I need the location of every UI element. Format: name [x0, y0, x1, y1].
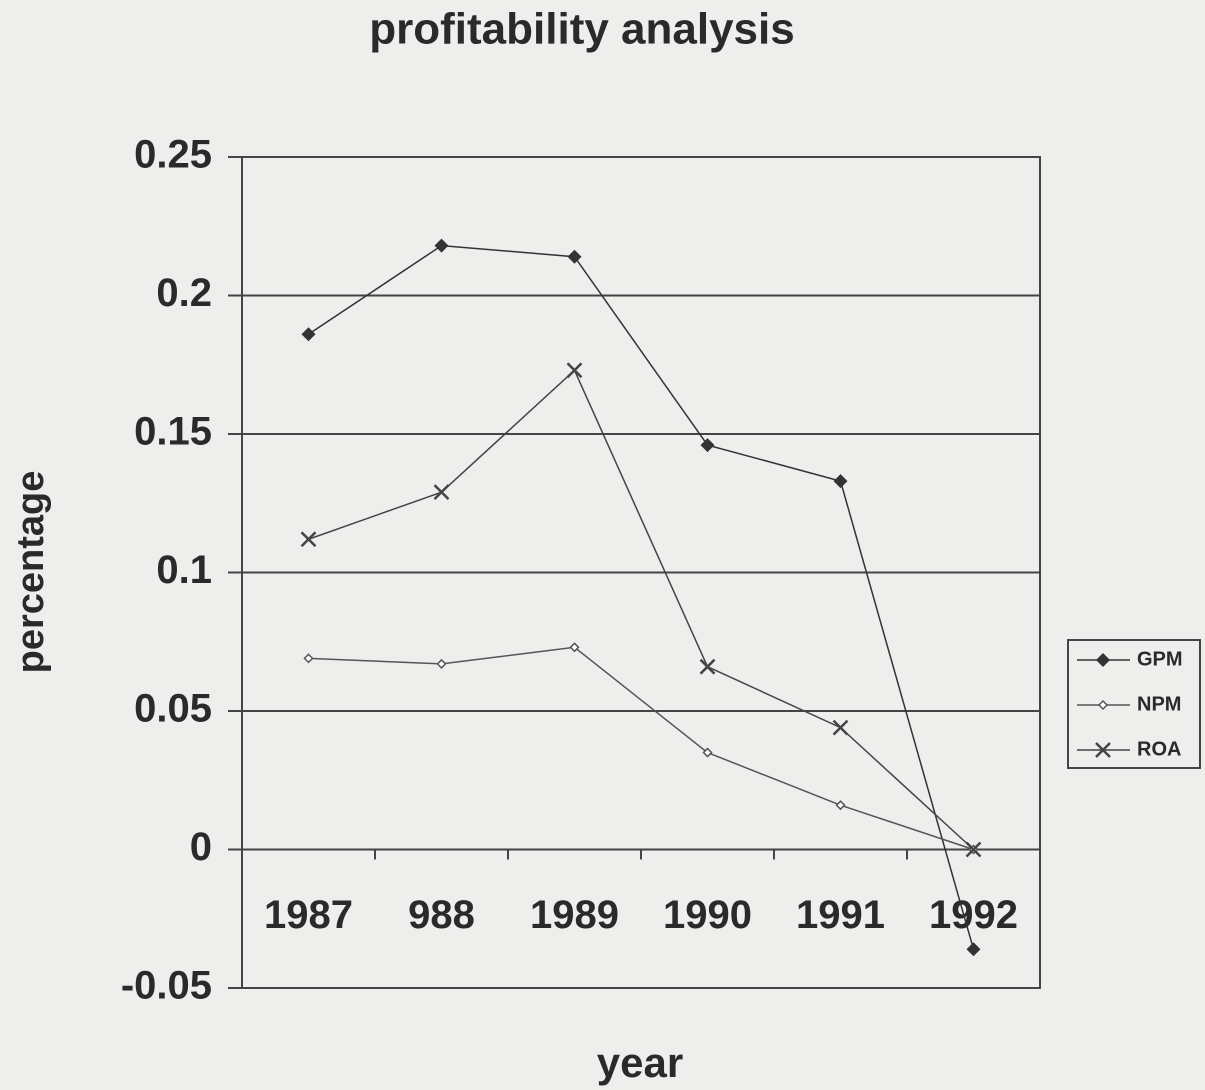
legend-label: NPM [1137, 693, 1181, 715]
series-line [308, 646, 974, 851]
legend-label: GPM [1137, 648, 1183, 670]
point [301, 327, 316, 342]
y-tick-label: 0.2 [156, 271, 212, 315]
x-axis-label: year [597, 1039, 683, 1086]
series-line [308, 244, 975, 950]
legend-marker [1095, 742, 1111, 758]
x-tick-label: 1991 [796, 893, 885, 937]
legend-marker [1096, 653, 1110, 667]
x-tick-label: 1989 [530, 893, 619, 937]
point [966, 942, 981, 957]
legend-box [1067, 639, 1201, 769]
y-tick-label: 0.05 [134, 687, 212, 731]
point [300, 531, 317, 548]
point [569, 642, 580, 653]
y-tick-label: 0 [190, 825, 212, 869]
point [965, 841, 982, 858]
point [833, 474, 848, 489]
x-tick-label: 988 [408, 893, 475, 937]
point [835, 800, 846, 811]
x-tick-label: 1992 [929, 893, 1018, 937]
point [567, 249, 582, 264]
point [303, 653, 314, 664]
y-tick-label: 0.15 [134, 410, 212, 454]
y-tick-label: 0.25 [134, 133, 212, 177]
chart-title: profitability analysis [369, 5, 794, 54]
legend-label: ROA [1137, 738, 1181, 760]
y-axis-label: percentage [10, 471, 52, 674]
point [566, 362, 583, 379]
point [702, 747, 713, 758]
point [434, 238, 449, 253]
point [700, 438, 715, 453]
point [436, 658, 447, 669]
legend-marker [1097, 699, 1109, 711]
point [699, 658, 716, 675]
series-line [308, 369, 975, 851]
y-tick-label: -0.05 [121, 964, 212, 1008]
point [832, 719, 849, 736]
point [433, 484, 450, 501]
x-tick-label: 1990 [663, 893, 752, 937]
y-tick-label: 0.1 [156, 548, 212, 592]
x-tick-label: 1987 [264, 893, 353, 937]
legend: GPM NPM ROA [1067, 639, 1201, 769]
